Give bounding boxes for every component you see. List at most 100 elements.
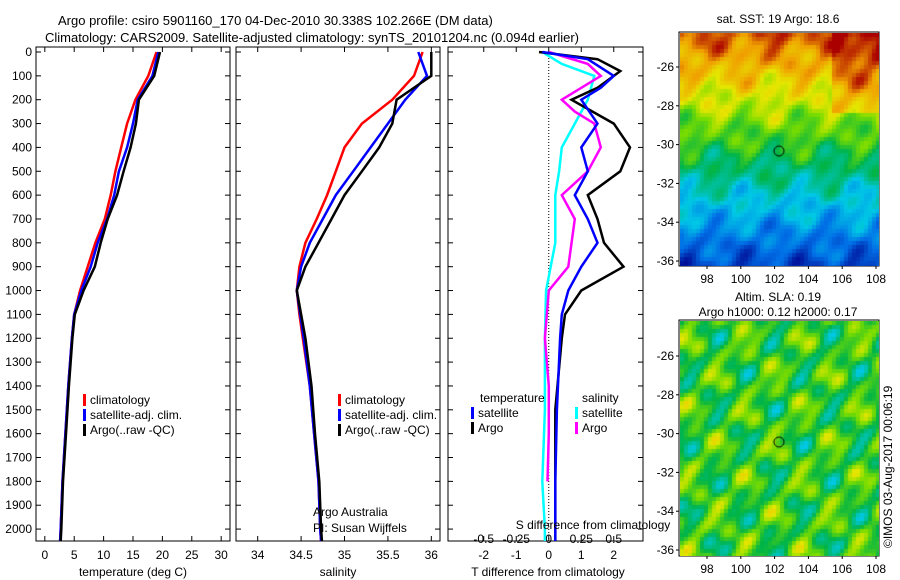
t-diff-satellite-line [542, 50, 616, 541]
legend-swatch [83, 409, 86, 421]
legend-swatch [471, 422, 474, 434]
lon-tick-label: 108 [866, 272, 886, 286]
x-tick-label: 15 [126, 548, 140, 562]
sla-map-image [680, 321, 879, 556]
y-tick-label: 400 [12, 140, 32, 154]
annotation-argo-australia: Argo Australia [313, 505, 388, 519]
sla-map-axes: 98 100 102 104 106 108 -26 -28 -30 -32 -34 -36 [657, 319, 886, 576]
sla-map-title-1: Altim. SLA: 0.19 [735, 290, 821, 304]
lat-tick-label: -28 [657, 99, 675, 113]
legend-swatch [575, 422, 578, 434]
s-tick-label: 0.5 [605, 532, 622, 546]
y-tick-label: 500 [12, 164, 32, 178]
y-tick-label: 800 [12, 236, 32, 250]
s-diff-satellite-line [541, 50, 596, 541]
s-tick-label: 0 [545, 532, 552, 546]
imos-credit: ©IMOS 03-Aug-2017 00:06:19 [881, 385, 895, 548]
title-line-1: Argo profile: csiro 5901160_170 04-Dec-2… [58, 13, 493, 28]
legend-label: satellite-adj. clim. [90, 408, 182, 422]
lat-tick-label: -32 [657, 176, 675, 190]
legend-label: climatology [345, 393, 405, 407]
y-tick-label: 1900 [5, 498, 32, 512]
lon-tick-label: 98 [700, 272, 714, 286]
lon-tick-label: 102 [765, 272, 785, 286]
y-tick-label: 700 [12, 212, 32, 226]
legend-swatch [575, 407, 578, 419]
lon-tick-label: 100 [731, 272, 751, 286]
lat-tick-label: -32 [657, 465, 675, 479]
legend-title-salinity: salinity [582, 391, 619, 405]
y-tick-label: 1500 [5, 403, 32, 417]
salinity-line-0 [295, 51, 424, 542]
lon-tick-label: 102 [765, 562, 785, 576]
legend-swatch [83, 424, 86, 436]
s-diff-axis-label: S difference from climatology [516, 518, 671, 532]
legend-label: Argo [478, 421, 504, 435]
y-tick-label: 200 [12, 93, 32, 107]
temperature-axis-label: temperature (deg C) [79, 565, 187, 579]
x-tick-label: 30 [215, 548, 229, 562]
lat-tick-label: -30 [657, 138, 675, 152]
legend-swatch [338, 409, 341, 421]
salinity-panel: 34 34.5 35 35.5 36 climatologysatellite-adj. … [235, 46, 441, 562]
sst-map-image [680, 33, 879, 266]
x-tick-label: -2 [478, 548, 489, 562]
y-tick-label: 900 [12, 260, 32, 274]
x-tick-label: 0 [545, 548, 552, 562]
s-tick-label: 0.25 [570, 532, 594, 546]
y-tick-label: 100 [12, 69, 32, 83]
legend-title-temperature: temperature [480, 391, 545, 405]
y-tick-label: 600 [12, 188, 32, 202]
legend-swatch [338, 394, 341, 406]
lat-tick-label: -26 [657, 349, 675, 363]
y-tick-label: 1800 [5, 474, 32, 488]
x-tick-label: 2 [610, 548, 617, 562]
s-diff-argo-line [543, 50, 603, 482]
s-tick-label: -0.25 [503, 532, 531, 546]
y-tick-label: 1200 [5, 331, 32, 345]
sla-map-title-2: Argo h1000: 0.12 h2000: 0.17 [699, 305, 858, 319]
sst-map-axes: 98 100 102 104 106 108 -26 -28 -30 -32 -34 -36 [657, 31, 886, 286]
legend-swatch [338, 424, 341, 436]
difference-panel: -2 -1 0 1 2 -0.5 -0.25 0 0.25 0.5 temperature salin… [447, 46, 644, 562]
lon-tick-label: 104 [798, 272, 818, 286]
x-tick-label: 34.5 [289, 548, 313, 562]
y-tick-label: 1700 [5, 451, 32, 465]
salinity-axis-label: salinity [320, 565, 357, 579]
annotation-pi: PI: Susan Wijffels [313, 521, 407, 535]
lon-tick-label: 106 [832, 272, 852, 286]
y-tick-label: 2000 [5, 522, 32, 536]
lon-tick-label: 100 [731, 562, 751, 576]
panel-frame [235, 46, 441, 542]
lat-tick-label: -36 [657, 543, 675, 557]
title-line-2: Climatology: CARS2009. Satellite-adjuste… [45, 30, 580, 45]
temperature-line-1 [58, 51, 160, 542]
t-diff-argo-line [538, 50, 632, 541]
legend-label: satellite [582, 406, 623, 420]
legend-label: Argo(..raw -QC) [345, 423, 430, 437]
x-tick-label: 0 [41, 548, 48, 562]
sst-map-title: sat. SST: 19 Argo: 18.6 [717, 12, 840, 26]
y-tick-label: 300 [12, 117, 32, 131]
x-tick-label: 35 [338, 548, 352, 562]
legend-label: satellite-adj. clim. [345, 408, 437, 422]
x-tick-label: 36 [425, 548, 439, 562]
lat-tick-label: -36 [657, 254, 675, 268]
s-tick-label: -0.5 [473, 532, 494, 546]
y-tick-label: 1600 [5, 427, 32, 441]
lon-tick-label: 106 [832, 562, 852, 576]
x-tick-label: 35.5 [376, 548, 400, 562]
temperature-line-0 [58, 51, 158, 542]
y-tick-label: 1300 [5, 355, 32, 369]
map-frame [678, 319, 880, 557]
legend-label: climatology [90, 393, 150, 407]
x-tick-label: 20 [156, 548, 170, 562]
temperature-panel: 0 5 10 15 20 25 300100200300400500600700800900… [5, 45, 231, 562]
legend-swatch [83, 394, 86, 406]
lon-tick-label: 98 [700, 562, 714, 576]
temperature-line-2 [59, 51, 162, 542]
x-tick-label: 25 [185, 548, 199, 562]
x-tick-label: 5 [71, 548, 78, 562]
lat-tick-label: -34 [657, 504, 675, 518]
